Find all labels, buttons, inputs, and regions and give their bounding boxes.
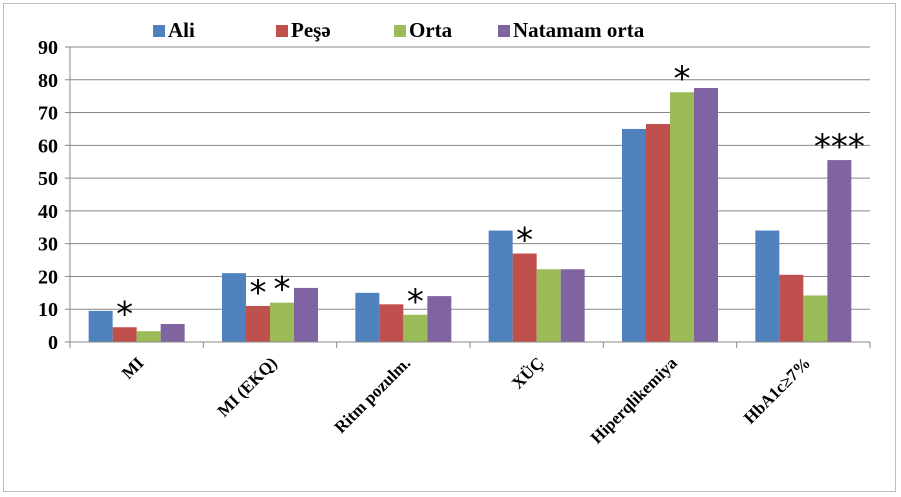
legend-label: Natamam orta bbox=[513, 18, 645, 42]
y-tick-label: 40 bbox=[38, 201, 58, 223]
y-tick-label: 10 bbox=[38, 299, 58, 321]
y-tick-label: 0 bbox=[48, 332, 58, 354]
legend-label: Orta bbox=[409, 18, 453, 42]
gridlines bbox=[70, 46, 870, 310]
significance-mark: * bbox=[274, 270, 291, 310]
legend-label: Peşə bbox=[291, 18, 331, 42]
bar-natamam-orta bbox=[160, 323, 185, 342]
y-tick-label: 80 bbox=[38, 70, 58, 92]
bar-ali bbox=[222, 273, 246, 342]
significance-mark: *** bbox=[814, 127, 865, 167]
bar-orta bbox=[670, 92, 694, 342]
bars bbox=[88, 87, 852, 343]
bar-orta bbox=[803, 295, 828, 342]
significance-mark: * bbox=[516, 221, 533, 261]
x-tick-label: HbA1c≥7% bbox=[740, 353, 814, 427]
y-tick-label: 50 bbox=[38, 168, 58, 190]
y-axis-ticks: 0 10 20 30 40 50 60 70 80 90 bbox=[38, 37, 58, 354]
bar-orta bbox=[136, 331, 161, 342]
bar-natamam-orta bbox=[427, 296, 452, 342]
x-axis-ticks: MI MI (EKQ) Ritm pozulm. XÜÇ Hiperqlikemiya H… bbox=[118, 353, 814, 447]
significance-mark: * bbox=[674, 59, 691, 99]
bar-natamam-orta bbox=[294, 287, 318, 342]
legend: Ali Peşə Orta Natamam orta bbox=[153, 18, 645, 42]
x-tick-label: Ritm pozulm. bbox=[331, 353, 415, 437]
bar-peşə bbox=[246, 305, 270, 342]
legend-label: Ali bbox=[168, 18, 195, 42]
y-tick-label: 60 bbox=[38, 135, 58, 157]
y-tick-label: 20 bbox=[38, 266, 58, 288]
bar-peşə bbox=[512, 253, 537, 342]
legend-swatch bbox=[498, 25, 510, 37]
bar-peşə bbox=[112, 327, 137, 342]
bar-peşə bbox=[779, 274, 804, 342]
significance-mark: * bbox=[116, 294, 133, 334]
y-tick-label: 90 bbox=[38, 37, 58, 59]
axes bbox=[65, 46, 871, 348]
x-tick-label: Hiperqlikemiya bbox=[587, 353, 681, 447]
x-tick-label: MI (EKQ) bbox=[214, 353, 281, 420]
bar-orta bbox=[536, 269, 561, 342]
bar-ali bbox=[755, 230, 780, 342]
legend-swatch bbox=[276, 25, 288, 37]
significance-mark: * bbox=[407, 282, 424, 322]
bar-ali bbox=[488, 230, 513, 342]
x-tick-label: XÜÇ bbox=[508, 353, 547, 392]
significance-mark: * bbox=[250, 273, 267, 313]
bar-peşə bbox=[379, 304, 404, 342]
bar-peşə bbox=[646, 124, 670, 343]
bar-orta bbox=[270, 302, 294, 342]
y-tick-label: 70 bbox=[38, 103, 58, 125]
bar-ali bbox=[622, 128, 646, 342]
bar-orta bbox=[403, 314, 428, 342]
chart-frame bbox=[3, 3, 896, 492]
bar-ali bbox=[88, 310, 113, 342]
significance-annotations: ** * ****** bbox=[116, 59, 865, 334]
bar-ali bbox=[355, 292, 380, 342]
legend-swatch bbox=[394, 25, 406, 37]
bar-natamam-orta bbox=[827, 160, 852, 342]
bar-natamam-orta bbox=[560, 269, 585, 342]
x-tick-label: MI bbox=[118, 353, 148, 383]
legend-swatch bbox=[153, 25, 165, 37]
bar-natamam-orta bbox=[694, 87, 718, 342]
y-tick-label: 30 bbox=[38, 234, 58, 256]
